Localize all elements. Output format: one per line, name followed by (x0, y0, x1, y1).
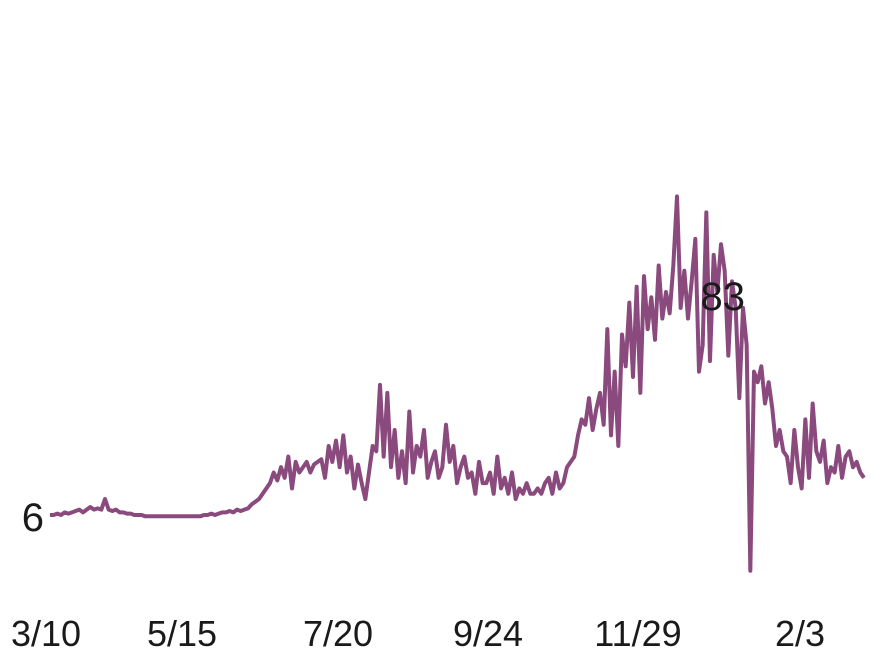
annotation-layer: 6 83 (22, 275, 745, 540)
x-tick-label: 5/15 (147, 613, 217, 654)
end-value-label: 83 (701, 275, 746, 319)
x-tick-label: 11/29 (594, 613, 681, 654)
x-axis-ticks: 3/10 5/15 7/20 9/24 11/29 2/3 (11, 613, 825, 654)
start-value-label: 6 (22, 496, 44, 540)
x-tick-label: 7/20 (303, 613, 373, 654)
x-tick-label: 3/10 (11, 613, 81, 654)
series-line-layer (50, 194, 866, 573)
series-line (50, 194, 866, 573)
x-tick-label: 2/3 (775, 613, 825, 654)
x-tick-label: 9/24 (453, 613, 523, 654)
